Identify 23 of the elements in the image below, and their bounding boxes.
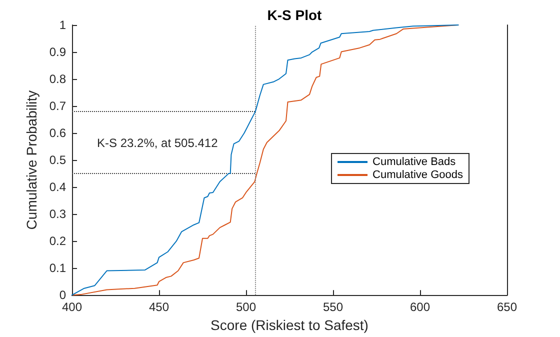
y-tick-label: 0.1 <box>49 261 66 276</box>
y-axis-title: Cumulative Probability <box>23 90 40 230</box>
y-tick-label: 0.3 <box>49 207 66 222</box>
legend-label: Cumulative Bads <box>372 156 456 168</box>
chart-title: K-S Plot <box>267 7 322 23</box>
y-tick-label: 1 <box>59 18 66 32</box>
x-tick-label: 400 <box>62 300 82 314</box>
x-tick-label: 650 <box>496 300 518 314</box>
y-tick-label: 0.5 <box>49 153 66 168</box>
x-axis-title: Score (Riskiest to Safest) <box>210 317 368 333</box>
annotation: K-S 23.2%, at 505.412 <box>97 136 218 150</box>
legend-label: Cumulative Goods <box>372 169 464 181</box>
x-tick-label: 550 <box>322 300 344 314</box>
y-tick-label: 0.4 <box>49 180 66 194</box>
y-tick-label: 0.8 <box>49 72 66 86</box>
y-tick-label: 0.2 <box>49 234 66 248</box>
x-tick-label: 450 <box>148 300 170 314</box>
y-tick-label: 0.9 <box>49 45 66 60</box>
y-tick-label: 0.6 <box>49 126 66 140</box>
x-tick-label: 500 <box>236 300 256 314</box>
y-tick-label: 0.7 <box>49 99 66 114</box>
x-tick-label: 600 <box>410 300 430 314</box>
y-tick-label: 0 <box>59 288 66 302</box>
